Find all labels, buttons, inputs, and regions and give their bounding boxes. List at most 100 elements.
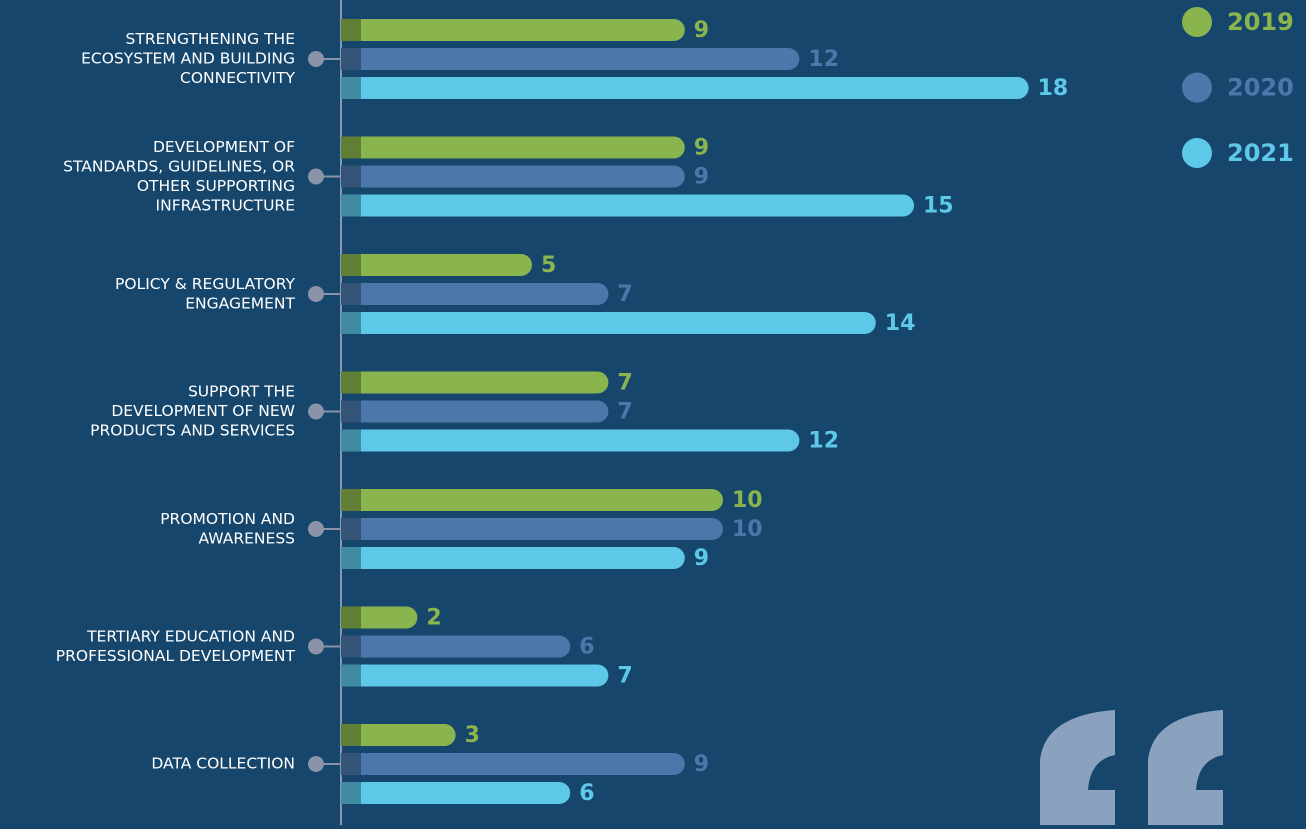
bar bbox=[341, 254, 532, 276]
bar-base bbox=[341, 136, 361, 159]
bar-base-shade bbox=[341, 136, 361, 159]
bar bbox=[341, 19, 685, 41]
bar-base bbox=[341, 489, 361, 511]
bar-base bbox=[341, 283, 361, 305]
bar-base bbox=[341, 429, 361, 452]
category-dot bbox=[308, 168, 324, 185]
bar bbox=[341, 312, 876, 334]
bar-base bbox=[341, 312, 361, 334]
bar-base-shade bbox=[341, 429, 361, 452]
category-label: STANDARDS, GUIDELINES, OR bbox=[63, 157, 295, 175]
bar-base-shade bbox=[341, 635, 361, 658]
value-label: 5 bbox=[541, 253, 556, 278]
category-dot bbox=[308, 286, 324, 302]
category-label: OTHER SUPPORTING bbox=[137, 177, 295, 195]
value-label: 12 bbox=[808, 47, 839, 72]
category-label: PRODUCTS AND SERVICES bbox=[90, 422, 295, 440]
legend-swatch bbox=[1182, 138, 1212, 168]
legend-swatch bbox=[1182, 7, 1212, 37]
bar-base bbox=[341, 165, 361, 188]
category-label: ENGAGEMENT bbox=[185, 294, 295, 312]
bar-base-shade bbox=[341, 606, 361, 629]
bar-base bbox=[341, 547, 361, 569]
bar bbox=[341, 429, 800, 452]
category-label: SUPPORT THE bbox=[188, 383, 295, 401]
bar-base bbox=[341, 77, 361, 99]
category-label: DEVELOPMENT OF NEW bbox=[111, 402, 295, 420]
bar bbox=[341, 48, 800, 70]
bar-base bbox=[341, 782, 361, 804]
bar-base-shade bbox=[341, 753, 361, 775]
bar bbox=[341, 664, 609, 687]
value-label: 7 bbox=[617, 282, 632, 307]
bar-base bbox=[341, 664, 361, 687]
value-label: 9 bbox=[694, 136, 709, 161]
value-label: 9 bbox=[694, 752, 709, 777]
category-label: DEVELOPMENT OF bbox=[153, 138, 295, 156]
value-label: 7 bbox=[617, 664, 632, 689]
bar bbox=[341, 489, 723, 511]
bar-base-shade bbox=[341, 77, 361, 99]
value-label: 12 bbox=[808, 429, 839, 454]
category-label: ECOSYSTEM AND BUILDING bbox=[81, 50, 295, 68]
value-label: 9 bbox=[694, 165, 709, 190]
bar-base-shade bbox=[341, 19, 361, 41]
bar-base-shade bbox=[341, 489, 361, 511]
bar-base-shade bbox=[341, 194, 361, 217]
bar-base bbox=[341, 400, 361, 423]
bar-base-shade bbox=[341, 165, 361, 188]
bar-base-shade bbox=[341, 371, 361, 394]
value-label: 9 bbox=[694, 18, 709, 43]
bar-base bbox=[341, 48, 361, 70]
value-label: 9 bbox=[694, 546, 709, 571]
value-label: 10 bbox=[732, 488, 763, 513]
value-label: 14 bbox=[885, 311, 916, 336]
bar bbox=[341, 77, 1029, 99]
bar-base bbox=[341, 19, 361, 41]
bar bbox=[341, 547, 685, 569]
value-label: 10 bbox=[732, 517, 763, 542]
category-label: CONNECTIVITY bbox=[180, 69, 296, 87]
value-label: 18 bbox=[1038, 76, 1069, 101]
bar-base-shade bbox=[341, 400, 361, 423]
category-label: STRENGTHENING THE bbox=[126, 30, 295, 48]
bar-base bbox=[341, 194, 361, 217]
category-label: PROMOTION AND bbox=[160, 510, 295, 528]
bar-base-shade bbox=[341, 48, 361, 70]
bar bbox=[341, 194, 914, 217]
category-dot bbox=[308, 521, 324, 537]
bar-base bbox=[341, 724, 361, 746]
bar bbox=[341, 635, 571, 658]
bar bbox=[341, 782, 571, 804]
bar-base bbox=[341, 254, 361, 276]
bar-base-shade bbox=[341, 724, 361, 746]
bar bbox=[341, 400, 609, 423]
bar bbox=[341, 518, 723, 540]
bar-base bbox=[341, 606, 361, 629]
category-label: TERTIARY EDUCATION AND bbox=[86, 627, 295, 645]
value-label: 15 bbox=[923, 194, 954, 219]
bar-base-shade bbox=[341, 283, 361, 305]
quote-mark bbox=[1040, 710, 1223, 825]
legend-label: 2019 bbox=[1227, 8, 1294, 36]
bar-base-shade bbox=[341, 782, 361, 804]
category-label: DATA COLLECTION bbox=[151, 755, 295, 773]
category-label: POLICY & REGULATORY bbox=[115, 275, 295, 293]
bar bbox=[341, 165, 685, 188]
bar-base bbox=[341, 371, 361, 394]
category-dot bbox=[308, 403, 324, 420]
category-dot bbox=[308, 51, 324, 67]
category-label: AWARENESS bbox=[199, 529, 295, 547]
bar-base-shade bbox=[341, 254, 361, 276]
bar-base-shade bbox=[341, 312, 361, 334]
bar bbox=[341, 753, 685, 775]
legend-label: 2021 bbox=[1227, 139, 1294, 167]
bar-base-shade bbox=[341, 547, 361, 569]
value-label: 6 bbox=[579, 781, 594, 806]
value-label: 7 bbox=[617, 371, 632, 396]
legend-swatch bbox=[1182, 72, 1212, 103]
bar-base bbox=[341, 753, 361, 775]
bar bbox=[341, 283, 609, 305]
